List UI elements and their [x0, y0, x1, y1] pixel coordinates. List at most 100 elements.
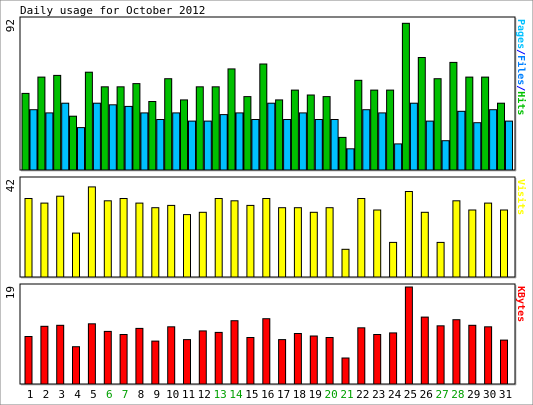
bar-visits-day-21	[341, 248, 350, 278]
bar-pages-day-5	[92, 102, 101, 171]
series-hits	[21, 22, 505, 171]
panel-legend: KBytes	[515, 286, 526, 322]
bar-hits-day-30	[481, 76, 490, 171]
bar-visits-day-13	[214, 198, 223, 278]
x-axis-day-labels: 1 2 3 4 5 6 7 8 9 10 11 12 13 14 15 16 17 18 19 20 21 22 23 24 2…	[27, 388, 512, 401]
bar-visits-day-24	[389, 241, 398, 278]
bar-visits-day-25	[404, 191, 413, 278]
x-tick-label: 22	[356, 388, 369, 401]
bar-pages-day-7	[124, 105, 133, 171]
bar-kbytes-day-5	[87, 323, 96, 385]
bar-kbytes-day-19	[309, 335, 318, 385]
bar-visits-day-2	[40, 202, 49, 278]
bar-visits-day-20	[325, 207, 334, 278]
bar-visits-day-27	[436, 241, 445, 278]
bar-pages-day-18	[298, 112, 307, 171]
bar-hits-day-4	[69, 115, 77, 171]
bar-kbytes-day-4	[72, 346, 80, 385]
y-max-label: 19	[4, 286, 17, 299]
bar-visits-day-26	[420, 211, 429, 278]
bar-pages-day-20	[330, 119, 339, 171]
x-tick-label: 17	[277, 388, 290, 401]
bar-kbytes-day-8	[135, 327, 144, 385]
bar-hits-day-8	[132, 83, 141, 171]
x-tick-label: 21	[340, 388, 353, 401]
x-tick-label: 6	[106, 388, 113, 401]
x-tick-label: 2	[43, 388, 50, 401]
bar-visits-day-30	[484, 202, 493, 278]
x-tick-label: 4	[74, 388, 81, 401]
legend-entry: Hits	[515, 91, 527, 115]
bar-pages-day-15	[251, 119, 260, 171]
bar-pages-day-21	[346, 148, 355, 171]
bar-visits-day-5	[87, 186, 96, 278]
x-tick-label: 29	[467, 388, 480, 401]
bar-kbytes-day-24	[389, 332, 398, 385]
bar-hits-day-1	[21, 92, 30, 171]
x-tick-label: 28	[451, 388, 464, 401]
bar-kbytes-day-10	[167, 326, 176, 385]
bar-pages-day-31	[505, 120, 513, 171]
bar-visits-day-22	[357, 198, 366, 278]
x-tick-label: 7	[122, 388, 129, 401]
bar-pages-day-9	[156, 119, 165, 171]
bar-hits-day-24	[386, 89, 395, 171]
series-pages	[29, 102, 513, 171]
bar-hits-day-26	[417, 57, 426, 171]
bar-pages-day-3	[61, 102, 70, 171]
bar-visits-day-3	[56, 195, 65, 278]
x-tick-label: 8	[138, 388, 145, 401]
bar-hits-day-15	[243, 96, 252, 171]
x-tick-label: 23	[372, 388, 385, 401]
bar-hits-day-3	[53, 74, 62, 171]
bar-kbytes-day-14	[230, 320, 239, 385]
legend-entry: Files	[515, 55, 527, 85]
bar-hits-day-12	[195, 86, 204, 171]
bar-pages-day-2	[45, 112, 54, 171]
bar-visits-day-23	[373, 209, 382, 278]
bar-hits-day-5	[84, 71, 93, 171]
bar-visits-day-9	[151, 207, 160, 278]
x-tick-label: 26	[420, 388, 433, 401]
bar-kbytes-day-25	[404, 286, 413, 385]
x-tick-label: 31	[499, 388, 512, 401]
x-tick-label: 15	[245, 388, 258, 401]
series-kbytes	[24, 286, 508, 385]
bar-pages-day-1	[29, 109, 38, 171]
bar-pages-day-25	[409, 102, 418, 171]
bar-pages-day-22	[362, 109, 371, 171]
bar-visits-day-31	[500, 209, 508, 278]
bar-kbytes-day-20	[325, 337, 334, 385]
bar-visits-day-12	[198, 211, 207, 278]
bar-hits-day-19	[306, 94, 315, 171]
bar-kbytes-day-7	[119, 334, 128, 385]
bar-visits-day-19	[309, 211, 318, 278]
bar-kbytes-day-15	[246, 337, 255, 385]
legend-entry: Visits	[515, 179, 527, 215]
bar-hits-day-28	[449, 61, 458, 171]
bar-pages-day-29	[473, 122, 482, 171]
bar-hits-day-18	[290, 89, 299, 171]
bar-kbytes-day-23	[373, 334, 382, 385]
bar-hits-day-25	[401, 22, 410, 171]
bar-visits-day-4	[72, 232, 80, 278]
bar-kbytes-day-9	[151, 340, 160, 385]
bar-kbytes-day-6	[103, 330, 112, 385]
bar-pages-day-4	[77, 127, 85, 171]
panel-legend: Visits	[515, 179, 527, 215]
bar-hits-day-17	[275, 99, 284, 171]
bar-hits-day-14	[227, 68, 236, 171]
x-tick-label: 13	[214, 388, 227, 401]
x-tick-label: 3	[58, 388, 65, 401]
bar-hits-day-9	[148, 101, 157, 171]
bar-hits-day-2	[37, 76, 46, 171]
bar-hits-day-6	[100, 86, 109, 171]
bar-visits-day-29	[468, 209, 477, 278]
x-tick-label: 25	[404, 388, 417, 401]
bar-visits-day-6	[103, 200, 112, 278]
bar-kbytes-day-30	[484, 326, 493, 385]
bar-pages-day-27	[441, 140, 450, 171]
bar-visits-day-11	[183, 214, 191, 278]
bar-visits-day-18	[293, 207, 302, 278]
